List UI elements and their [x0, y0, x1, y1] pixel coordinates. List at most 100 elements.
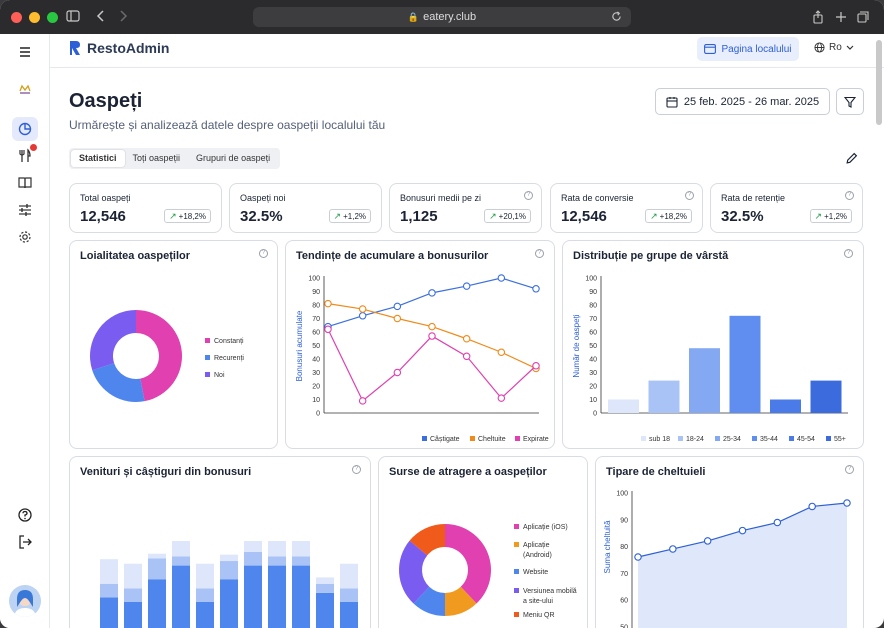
share-icon[interactable]	[812, 10, 824, 24]
bar-segment	[148, 579, 166, 628]
trend-up-icon: ↗	[814, 210, 823, 221]
spending-card: Tipare de cheltuieli ? 50 60 70 80 90 100 Suma…	[595, 456, 864, 628]
tabs-icon[interactable]	[857, 11, 869, 23]
y-tick-label: 70	[589, 316, 597, 323]
help-icon[interactable]: ?	[844, 249, 853, 258]
legend-swatch	[514, 542, 519, 547]
venue-page-button[interactable]: Pagina localului	[697, 37, 799, 61]
data-point	[462, 352, 471, 361]
menu-button[interactable]	[12, 40, 38, 64]
help-button[interactable]	[12, 503, 38, 527]
series-line	[327, 329, 537, 402]
legend-swatch	[205, 338, 210, 343]
filter-button[interactable]	[836, 88, 864, 115]
y-tick-label: 60	[589, 330, 597, 337]
legend-swatch	[515, 436, 520, 441]
data-point	[462, 335, 471, 343]
back-icon[interactable]	[96, 9, 106, 23]
kpi-delta: +20,1%	[498, 211, 526, 221]
tab-all-guests[interactable]: Toți oaspeții	[132, 153, 181, 163]
kpi-delta: +18,2%	[178, 211, 206, 221]
donut-slice	[136, 310, 182, 402]
gear-icon	[19, 231, 31, 243]
data-point	[532, 285, 540, 293]
bar	[648, 380, 680, 413]
restaurant-logo[interactable]	[12, 77, 38, 101]
legend-label: 45-54	[797, 436, 815, 443]
kpi-delta: +1,2%	[343, 211, 366, 221]
bar-segment	[316, 583, 334, 593]
kpi-value: 12,546	[561, 208, 607, 225]
maximize-window-button[interactable]	[47, 11, 58, 23]
fork-knife-icon	[19, 148, 31, 162]
donut-slice	[92, 363, 145, 402]
nav-filters[interactable]	[12, 198, 38, 222]
forward-icon[interactable]	[118, 9, 128, 23]
bonus-trends-line-chart: 0 10 20 30 40 50 60 70 80 90 100 Bonusuri acumulate…	[295, 274, 549, 443]
view-tabs: Statistici Toți oaspeții Grupuri de oasp…	[69, 148, 281, 169]
nav-settings[interactable]	[12, 225, 38, 249]
bar-segment	[292, 565, 310, 628]
bar-segment	[220, 554, 238, 562]
legend-swatch	[205, 355, 210, 360]
bar-segment	[172, 541, 190, 557]
y-tick-label: 100	[585, 276, 597, 283]
bar-segment	[244, 551, 262, 566]
notification-dot	[30, 144, 37, 151]
kpi-label: Rata de conversie	[561, 193, 634, 203]
data-point	[808, 502, 816, 511]
card-title: Tendințe de acumulare a bonusurilor	[296, 250, 489, 262]
help-icon[interactable]: ?	[845, 465, 854, 474]
y-tick-label: 0	[316, 411, 320, 418]
language-selector[interactable]: Ro	[814, 42, 854, 53]
legend-swatch	[678, 436, 683, 441]
y-tick-label: 50	[620, 625, 628, 628]
logout-button[interactable]	[12, 530, 38, 554]
legend-label: sub 18	[649, 436, 670, 443]
reload-icon[interactable]	[611, 11, 622, 22]
y-axis-label: Bonusuri acumulate	[295, 310, 304, 381]
page-scrollbar[interactable]	[876, 40, 882, 125]
pencil-icon[interactable]	[845, 152, 858, 165]
close-window-button[interactable]	[11, 11, 22, 23]
address-bar[interactable]: 🔒 eatery.club	[253, 7, 631, 27]
user-avatar[interactable]	[9, 585, 41, 617]
y-tick-label: 80	[620, 544, 628, 551]
page-title: Oaspeți	[69, 90, 143, 112]
card-title: Venituri și câștiguri din bonusuri	[80, 466, 252, 478]
bar-segment	[196, 601, 214, 628]
help-icon[interactable]: ?	[352, 465, 361, 474]
help-icon[interactable]: ?	[524, 191, 533, 200]
url-text: eatery.club	[423, 11, 477, 23]
help-icon[interactable]: ?	[685, 191, 694, 200]
legend-label: Noi	[214, 372, 225, 379]
donut-slice	[413, 586, 445, 616]
brand-name: RestoAdmin	[87, 40, 170, 56]
venue-page-label: Pagina localului	[721, 43, 792, 55]
bar-segment	[292, 541, 310, 557]
sidebar-toggle-icon[interactable]	[66, 9, 80, 23]
trend-up-icon: ↗	[169, 210, 177, 221]
new-tab-icon[interactable]	[835, 11, 847, 23]
tab-statistics[interactable]: Statistici	[71, 150, 125, 167]
donut-slice	[445, 586, 477, 616]
brand[interactable]: RestoAdmin	[69, 40, 169, 56]
data-point	[393, 368, 402, 377]
nav-menu[interactable]	[12, 144, 38, 168]
bar-segment	[244, 541, 262, 552]
help-icon[interactable]: ?	[259, 249, 268, 258]
bar-segment	[268, 541, 286, 557]
age-distribution-card: Distribuție pe grupe de vârstă ? 0 10 20 30…	[562, 240, 864, 449]
nav-guide[interactable]	[12, 171, 38, 195]
nav-statistics[interactable]	[12, 117, 38, 141]
minimize-window-button[interactable]	[29, 11, 40, 23]
tab-guest-groups[interactable]: Grupuri de oaspeți	[196, 153, 271, 163]
help-circle-icon	[18, 508, 32, 522]
language-label: Ro	[829, 42, 842, 53]
help-icon[interactable]: ?	[845, 191, 854, 200]
data-point	[324, 299, 332, 308]
date-range-picker[interactable]: 25 feb. 2025 - 26 mar. 2025	[655, 88, 830, 115]
help-icon[interactable]: ?	[535, 249, 544, 258]
y-tick-label: 30	[589, 370, 597, 377]
kpi-label: Oaspeți noi	[240, 193, 286, 203]
